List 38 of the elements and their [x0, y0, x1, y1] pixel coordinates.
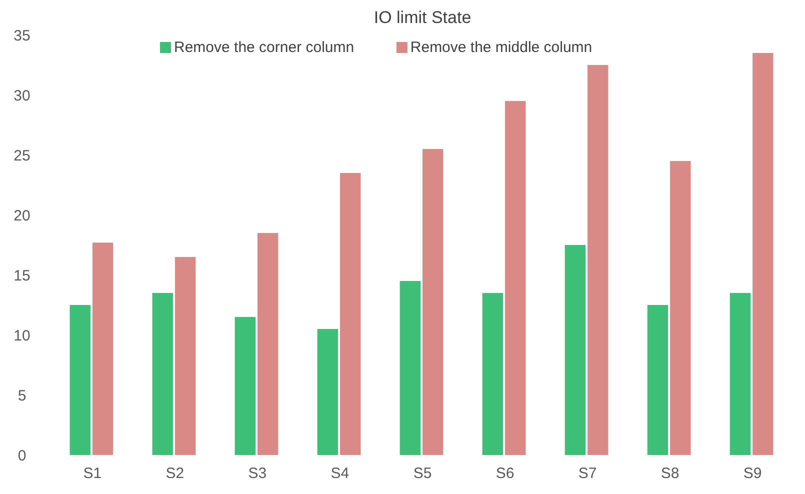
y-tick-label: 20: [14, 207, 30, 224]
bar: [92, 242, 114, 455]
bar: [70, 305, 90, 455]
y-tick-label: 25: [14, 147, 30, 164]
y-tick-label: 0: [18, 447, 26, 464]
x-tick-label: S7: [578, 465, 597, 482]
y-tick-label: 10: [14, 327, 30, 344]
x-tick-label: S6: [496, 465, 514, 482]
bar: [152, 293, 173, 455]
y-tick-label: 5: [18, 387, 26, 404]
bar: [752, 53, 774, 455]
x-tick-label: S5: [413, 465, 432, 482]
bar: [564, 245, 586, 455]
bar: [670, 161, 691, 455]
bar: [647, 305, 668, 455]
y-tick-label: 15: [14, 267, 30, 284]
legend-label: Remove the middle column: [410, 39, 592, 56]
bar: [482, 293, 504, 455]
x-tick-label: S1: [83, 465, 102, 482]
bar: [588, 65, 608, 455]
bar: [234, 317, 256, 455]
bar: [174, 257, 196, 455]
bar: [257, 233, 278, 455]
x-tick-label: S9: [743, 465, 762, 482]
y-tick-label: 30: [14, 87, 30, 104]
bar: [400, 281, 420, 455]
x-tick-label: S4: [330, 465, 350, 482]
bar: [340, 173, 361, 455]
x-tick-label: S3: [248, 465, 267, 482]
bar: [317, 329, 338, 455]
bar: [422, 149, 444, 455]
x-tick-label: S2: [166, 465, 184, 482]
y-tick-label: 35: [14, 27, 30, 44]
x-tick-label: S8: [660, 465, 680, 482]
chart-title: IO limit State: [374, 8, 472, 27]
legend-label: Remove the corner column: [174, 39, 354, 56]
bar: [730, 293, 751, 455]
bar: [505, 101, 526, 455]
